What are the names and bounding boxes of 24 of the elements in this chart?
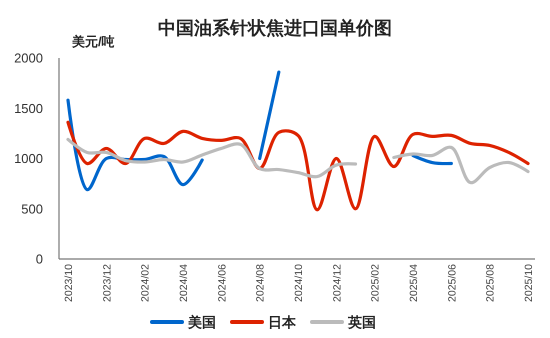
legend-label: 英国 [347, 314, 376, 330]
y-tick-label: 500 [21, 201, 43, 216]
line-series [66, 120, 530, 212]
legend-label: 日本 [268, 314, 297, 330]
x-tick-label: 2025/06 [446, 264, 458, 302]
legend-label: 美国 [187, 314, 216, 330]
y-tick-label: 1500 [14, 100, 43, 116]
x-tick-label: 2025/02 [370, 264, 382, 302]
y-axis-title: 美元/吨 [71, 34, 115, 49]
y-tick-label: 0 [36, 252, 43, 267]
chart-title: 中国油系针状焦进口国单价图 [158, 18, 392, 38]
x-tick-label: 2024/02 [140, 264, 152, 302]
x-tick-label: 2024/08 [254, 264, 267, 302]
x-tick-label: 2025/08 [484, 264, 497, 302]
y-tick-label: 1000 [14, 151, 43, 166]
x-tick-label: 2025/04 [408, 264, 420, 302]
x-tick-label: 2024/10 [293, 264, 305, 302]
y-tick-label: 2000 [14, 50, 43, 66]
x-tick-label: 2024/12 [331, 264, 344, 302]
x-tick-label: 2023/10 [63, 264, 75, 302]
x-tick-label: 2024/04 [178, 264, 190, 302]
x-tick-label: 2024/06 [216, 264, 228, 302]
x-tick-label: 2025/10 [523, 264, 535, 302]
x-tick-label: 2023/12 [101, 264, 114, 302]
